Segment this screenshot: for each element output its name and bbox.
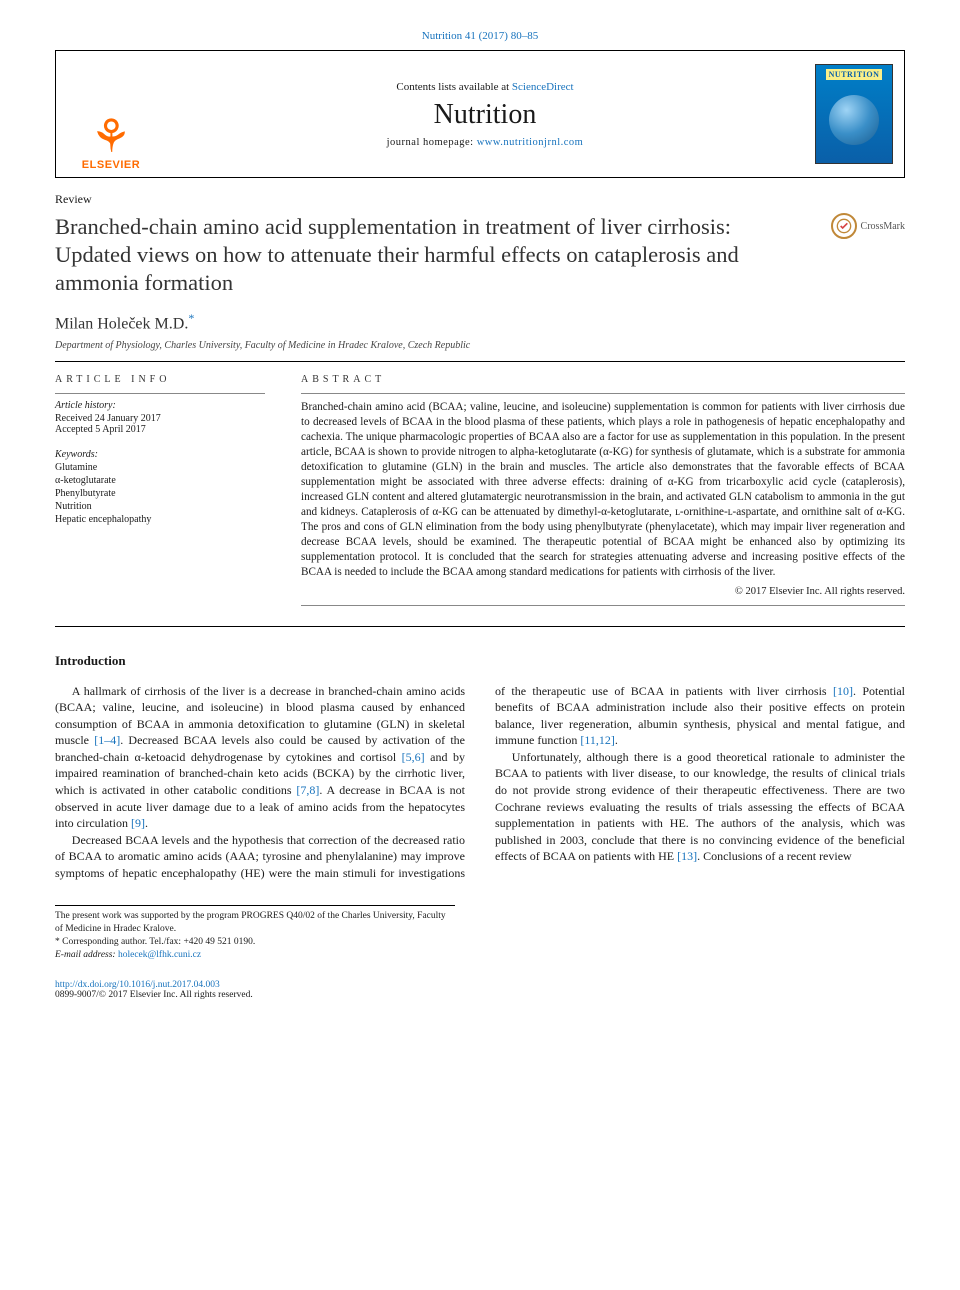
citation-link[interactable]: [9] [131, 816, 145, 830]
title-row: Branched-chain amino acid supplementatio… [55, 213, 905, 297]
email-line: E-mail address: holecek@lfhk.cuni.cz [55, 949, 455, 962]
author-corresp-marker[interactable]: * [188, 311, 194, 325]
homepage-label: journal homepage: [387, 137, 477, 148]
top-citation: Nutrition 41 (2017) 80–85 [55, 30, 905, 42]
crossmark-badge-icon [831, 213, 857, 239]
journal-homepage-line: journal homepage: www.nutritionjrnl.com [166, 137, 804, 148]
journal-cover-thumb[interactable]: NUTRITION [815, 64, 893, 164]
doi-link[interactable]: http://dx.doi.org/10.1016/j.nut.2017.04.… [55, 980, 220, 990]
footnotes: The present work was supported by the pr… [55, 905, 455, 961]
author-name: Milan Holeček [55, 316, 151, 333]
history-label: Article history: [55, 400, 265, 411]
keywords-label: Keywords: [55, 449, 265, 460]
keyword: Phenylbutyrate [55, 488, 265, 499]
author-line: Milan Holeček M.D.* [55, 311, 905, 333]
email-label: E-mail address: [55, 950, 118, 960]
citation-link[interactable]: [1–4] [94, 733, 120, 747]
citation-link[interactable]: [11,12] [580, 733, 615, 747]
contents-lists-pre: Contents lists available at [396, 81, 511, 93]
keyword: Hepatic encephalopathy [55, 514, 265, 525]
divider [55, 361, 905, 362]
history-accepted: Accepted 5 April 2017 [55, 424, 265, 435]
body-paragraph: A hallmark of cirrhosis of the liver is … [55, 683, 465, 832]
citation-link[interactable]: Nutrition 41 (2017) 80–85 [422, 30, 538, 42]
abstract-text: Branched-chain amino acid (BCAA; valine,… [301, 400, 905, 580]
homepage-link[interactable]: www.nutritionjrnl.com [477, 137, 584, 148]
divider [301, 605, 905, 606]
publisher-logo-cell: ⚘ ELSEVIER [56, 51, 166, 177]
introduction-heading: Introduction [55, 653, 905, 669]
crossmark-label: CrossMark [861, 221, 905, 232]
meta-row: ARTICLE INFO Article history: Received 2… [55, 374, 905, 612]
article-title: Branched-chain amino acid supplementatio… [55, 213, 811, 297]
sciencedirect-link[interactable]: ScienceDirect [512, 81, 574, 93]
abstract-column: ABSTRACT Branched-chain amino acid (BCAA… [301, 374, 905, 612]
corresponding-author-note: * Corresponding author. Tel./fax: +420 4… [55, 936, 455, 949]
cover-globe-icon [829, 80, 879, 159]
body-two-column: A hallmark of cirrhosis of the liver is … [55, 683, 905, 882]
contents-lists-line: Contents lists available at ScienceDirec… [166, 81, 804, 93]
affiliation: Department of Physiology, Charles Univer… [55, 340, 905, 351]
body-paragraph: Unfortunately, although there is a good … [495, 749, 905, 865]
email-link[interactable]: holecek@lfhk.cuni.cz [118, 950, 201, 960]
citation-link[interactable]: [13] [677, 849, 697, 863]
article-type: Review [55, 192, 905, 207]
cover-brand-text: NUTRITION [826, 69, 883, 80]
article-info-heading: ARTICLE INFO [55, 374, 265, 385]
elsevier-logo[interactable]: ⚘ ELSEVIER [82, 113, 140, 171]
history-received: Received 24 January 2017 [55, 413, 265, 424]
funding-note: The present work was supported by the pr… [55, 910, 455, 936]
elsevier-brand-text: ELSEVIER [82, 159, 140, 171]
keywords-block: Keywords: Glutamine α-ketoglutarate Phen… [55, 449, 265, 525]
journal-header-box: ⚘ ELSEVIER Contents lists available at S… [55, 50, 905, 178]
divider [55, 393, 265, 394]
citation-link[interactable]: [5,6] [402, 750, 425, 764]
journal-name: Nutrition [166, 99, 804, 131]
citation-link[interactable]: [10] [833, 684, 853, 698]
author-suffix: M.D. [151, 316, 189, 333]
divider [55, 626, 905, 627]
keyword: Nutrition [55, 501, 265, 512]
cover-thumb-cell: NUTRITION [804, 51, 904, 177]
keyword: Glutamine [55, 462, 265, 473]
issn-copyright: 0899-9007/© 2017 Elsevier Inc. All right… [55, 990, 905, 1000]
article-info-column: ARTICLE INFO Article history: Received 2… [55, 374, 265, 612]
citation-link[interactable]: [7,8] [296, 783, 319, 797]
header-center: Contents lists available at ScienceDirec… [166, 51, 804, 177]
abstract-heading: ABSTRACT [301, 374, 905, 385]
abstract-copyright: © 2017 Elsevier Inc. All rights reserved… [301, 586, 905, 597]
bottom-meta: http://dx.doi.org/10.1016/j.nut.2017.04.… [55, 980, 905, 1000]
keyword: α-ketoglutarate [55, 475, 265, 486]
divider [301, 393, 905, 394]
article-history-block: Article history: Received 24 January 201… [55, 400, 265, 435]
elsevier-tree-icon: ⚘ [82, 113, 140, 159]
crossmark-widget[interactable]: CrossMark [831, 213, 905, 239]
